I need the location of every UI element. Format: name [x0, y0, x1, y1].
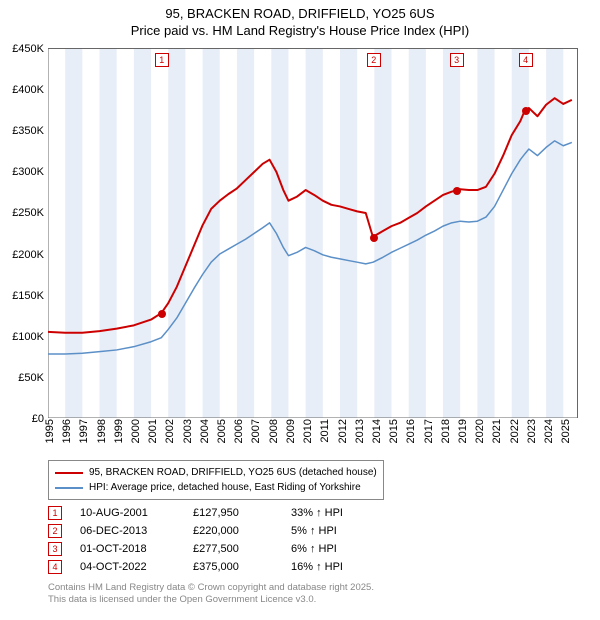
- legend-swatch: [55, 472, 83, 474]
- sale-row: 1 10-AUG-2001 £127,950 33% ↑ HPI: [48, 504, 381, 522]
- x-axis-tick-label: 2005: [216, 419, 223, 443]
- x-axis-tick-label: 2007: [250, 419, 257, 443]
- sale-row-date: 10-AUG-2001: [80, 507, 175, 519]
- footnote-line2: This data is licensed under the Open Gov…: [48, 594, 374, 606]
- sale-row: 2 06-DEC-2013 £220,000 5% ↑ HPI: [48, 522, 381, 540]
- x-axis-tick-label: 2001: [147, 419, 154, 443]
- y-axis-tick-label: £100K: [0, 331, 44, 343]
- sale-row-price: £220,000: [193, 525, 273, 537]
- x-axis-tick-label: 1999: [113, 419, 120, 443]
- sale-marker-label: 1: [155, 53, 169, 67]
- sale-marker-label: 2: [367, 53, 381, 67]
- sale-row-date: 04-OCT-2022: [80, 561, 175, 573]
- legend-row: HPI: Average price, detached house, East…: [55, 480, 377, 495]
- x-axis-tick-label: 2009: [285, 419, 292, 443]
- legend-label: HPI: Average price, detached house, East…: [89, 480, 361, 495]
- x-axis-tick-label: 2021: [491, 419, 498, 443]
- x-axis-tick-label: 2003: [182, 419, 189, 443]
- sale-row: 4 04-OCT-2022 £375,000 16% ↑ HPI: [48, 558, 381, 576]
- sale-row-price: £375,000: [193, 561, 273, 573]
- x-axis-tick-label: 2022: [509, 419, 516, 443]
- y-axis-tick-label: £0: [0, 413, 44, 425]
- chart-plot-area: £0£50K£100K£150K£200K£250K£300K£350K£400…: [48, 48, 578, 418]
- x-axis-tick-label: 2013: [354, 419, 361, 443]
- x-axis-tick-label: 2019: [457, 419, 464, 443]
- x-axis-tick-label: 1997: [78, 419, 85, 443]
- sale-row-pct: 33% ↑ HPI: [291, 507, 381, 519]
- x-axis-tick-label: 2012: [337, 419, 344, 443]
- sale-point-marker: [453, 187, 461, 195]
- x-axis-tick-label: 2024: [543, 419, 550, 443]
- sale-point-marker: [370, 234, 378, 242]
- footnote-line1: Contains HM Land Registry data © Crown c…: [48, 582, 374, 594]
- sale-row-marker: 3: [48, 542, 62, 556]
- sale-point-marker: [522, 107, 530, 115]
- title-line2: Price paid vs. HM Land Registry's House …: [0, 23, 600, 40]
- y-axis-tick-label: £200K: [0, 249, 44, 261]
- x-axis-tick-label: 2015: [388, 419, 395, 443]
- legend-swatch: [55, 487, 83, 489]
- sale-row-price: £277,500: [193, 543, 273, 555]
- x-axis-tick-label: 2014: [371, 419, 378, 443]
- x-axis-tick-label: 2023: [526, 419, 533, 443]
- x-axis-tick-label: 1995: [44, 419, 51, 443]
- footnote: Contains HM Land Registry data © Crown c…: [48, 582, 374, 606]
- legend-row: 95, BRACKEN ROAD, DRIFFIELD, YO25 6US (d…: [55, 465, 377, 480]
- sale-row-pct: 5% ↑ HPI: [291, 525, 381, 537]
- sale-row-price: £127,950: [193, 507, 273, 519]
- x-axis-tick-label: 2011: [319, 419, 326, 443]
- x-axis-tick-label: 2004: [199, 419, 206, 443]
- chart-svg: [48, 49, 577, 418]
- title-line1: 95, BRACKEN ROAD, DRIFFIELD, YO25 6US: [0, 6, 600, 23]
- y-axis-tick-label: £250K: [0, 207, 44, 219]
- sale-row-pct: 16% ↑ HPI: [291, 561, 381, 573]
- x-axis-tick-label: 2017: [423, 419, 430, 443]
- sale-row-marker: 4: [48, 560, 62, 574]
- sale-point-marker: [158, 310, 166, 318]
- y-axis-tick-label: £350K: [0, 125, 44, 137]
- x-axis-tick-label: 2018: [440, 419, 447, 443]
- x-axis-tick-label: 2008: [268, 419, 275, 443]
- legend-label: 95, BRACKEN ROAD, DRIFFIELD, YO25 6US (d…: [89, 465, 377, 480]
- y-axis-tick-label: £300K: [0, 166, 44, 178]
- sale-row-marker: 2: [48, 524, 62, 538]
- x-axis-tick-label: 2016: [405, 419, 412, 443]
- sale-row: 3 01-OCT-2018 £277,500 6% ↑ HPI: [48, 540, 381, 558]
- y-axis-tick-label: £150K: [0, 290, 44, 302]
- sale-row-date: 06-DEC-2013: [80, 525, 175, 537]
- sales-table: 1 10-AUG-2001 £127,950 33% ↑ HPI 2 06-DEC-201…: [48, 504, 381, 576]
- sale-row-pct: 6% ↑ HPI: [291, 543, 381, 555]
- x-axis-tick-label: 2010: [302, 419, 309, 443]
- x-axis-tick-label: 2002: [164, 419, 171, 443]
- x-axis-tick-label: 1998: [96, 419, 103, 443]
- legend: 95, BRACKEN ROAD, DRIFFIELD, YO25 6US (d…: [48, 460, 384, 500]
- x-axis-tick-label: 2000: [130, 419, 137, 443]
- sale-marker-label: 4: [519, 53, 533, 67]
- x-axis-tick-label: 2006: [233, 419, 240, 443]
- x-axis-tick-label: 2025: [560, 419, 567, 443]
- x-axis-tick-label: 1996: [61, 419, 68, 443]
- y-axis-tick-label: £450K: [0, 43, 44, 55]
- sale-row-date: 01-OCT-2018: [80, 543, 175, 555]
- y-axis-tick-label: £400K: [0, 84, 44, 96]
- x-axis-tick-label: 2020: [474, 419, 481, 443]
- sale-marker-label: 3: [450, 53, 464, 67]
- sale-row-marker: 1: [48, 506, 62, 520]
- chart-title: 95, BRACKEN ROAD, DRIFFIELD, YO25 6US Pr…: [0, 0, 600, 40]
- y-axis-tick-label: £50K: [0, 372, 44, 384]
